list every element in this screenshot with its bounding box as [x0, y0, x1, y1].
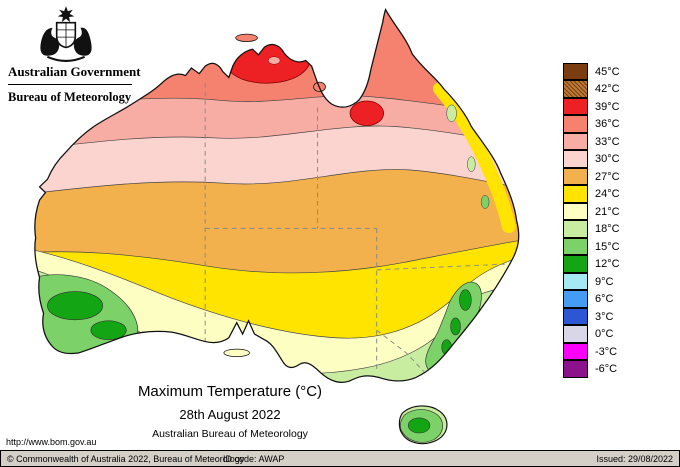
legend-row: -6°C: [563, 360, 620, 379]
legend-row: 39°C: [563, 97, 620, 116]
band-18c-dot: [446, 104, 457, 123]
legend-swatch: [563, 272, 588, 290]
kangaroo-icon: [40, 27, 60, 56]
island-melville: [235, 33, 258, 42]
band-12c-blob: [459, 289, 472, 311]
legend: 45°C 42°C 39°C 36°C 33°C 30°C 27°C: [563, 62, 620, 379]
legend-row: 27°C: [563, 167, 620, 186]
legend-label: 24°C: [595, 188, 620, 201]
legend-row: 45°C: [563, 62, 620, 81]
legend-label: 0°C: [595, 328, 614, 341]
legend-label: -6°C: [595, 363, 618, 376]
legend-label: 3°C: [595, 310, 614, 323]
band-18c-dot: [467, 156, 476, 173]
band-39c-blob: [349, 100, 384, 126]
legend-swatch: [563, 80, 588, 98]
crest-shield-quarters: [56, 22, 76, 47]
header-block: Australian Government Bureau of Meteorol…: [8, 64, 158, 105]
legend-row: 12°C: [563, 255, 620, 274]
legend-label: 6°C: [595, 293, 614, 306]
band-39c-blob: [334, 57, 349, 68]
legend-label: 18°C: [595, 223, 620, 236]
legend-label: 21°C: [595, 205, 620, 218]
legend-swatch: [563, 97, 588, 115]
legend-row: 0°C: [563, 325, 620, 344]
legend-swatch: [563, 360, 588, 378]
legend-label: 45°C: [595, 65, 620, 78]
legend-swatch: [563, 220, 588, 238]
legend-row: 9°C: [563, 272, 620, 291]
legend-swatch: [563, 150, 588, 168]
map-date: 28th August 2022: [179, 407, 281, 422]
legend-row: 3°C: [563, 307, 620, 326]
map-titles: Maximum Temperature (°C) 28th August 202…: [105, 383, 355, 440]
state-borders: [204, 83, 505, 373]
footer-issued: Issued: 29/08/2022: [596, 453, 673, 464]
legend-label: 9°C: [595, 275, 614, 288]
footer-copyright: © Commonwealth of Australia 2022, Bureau…: [7, 453, 245, 464]
band-12c-blob: [47, 291, 104, 321]
band-33c-dot: [268, 56, 281, 65]
legend-row: 15°C: [563, 237, 620, 256]
legend-swatch: [563, 167, 588, 185]
band-12c-blob: [90, 320, 127, 340]
band-12c-blob: [450, 317, 461, 336]
legend-swatch: [563, 237, 588, 255]
legend-row: 18°C: [563, 220, 620, 239]
legend-swatch: [563, 132, 588, 150]
legend-label: 30°C: [595, 153, 620, 166]
footer-bar: © Commonwealth of Australia 2022, Bureau…: [0, 450, 680, 467]
legend-label: 33°C: [595, 135, 620, 148]
legend-label: -3°C: [595, 345, 618, 358]
island-kangaroo: [223, 348, 250, 358]
legend-label: 12°C: [595, 258, 620, 271]
legend-swatch: [563, 325, 588, 343]
band-12c-tasmania: [407, 417, 431, 434]
legend-label: 15°C: [595, 240, 620, 253]
australia-temperature-map: [34, 7, 520, 445]
band-39c-blob: [287, 20, 324, 41]
legend-swatch: [563, 255, 588, 273]
legend-swatch: [563, 185, 588, 203]
legend-label: 27°C: [595, 170, 620, 183]
legend-row: 30°C: [563, 150, 620, 169]
legend-row: 33°C: [563, 132, 620, 151]
legend-swatch: [563, 290, 588, 308]
legend-swatch: [563, 307, 588, 325]
header-divider: [8, 84, 132, 85]
legend-swatch: [563, 202, 588, 220]
legend-label: 39°C: [595, 100, 620, 113]
legend-row: 36°C: [563, 115, 620, 134]
legend-swatch: [563, 342, 588, 360]
legend-row: 6°C: [563, 290, 620, 309]
crest-scroll-icon: [46, 55, 86, 62]
band-15c-dot: [480, 195, 490, 209]
bom-url-link[interactable]: http://www.bom.gov.au: [6, 437, 97, 447]
map-organisation: Australian Bureau of Meteorology: [152, 428, 308, 440]
legend-row: 21°C: [563, 202, 620, 221]
legend-label: 36°C: [595, 118, 620, 131]
bureau-title: Bureau of Meteorology: [8, 90, 132, 104]
legend-row: 42°C: [563, 80, 620, 99]
band-33c-dot: [249, 41, 264, 50]
mainland-outline: [34, 7, 520, 383]
legend-row: 24°C: [563, 185, 620, 204]
map-title: Maximum Temperature (°C): [137, 383, 323, 400]
footer-id-code: ID code: AWAP: [223, 453, 285, 464]
emu-icon: [73, 27, 92, 56]
tasmania-outline: [398, 405, 448, 445]
crest-star-icon: [57, 6, 75, 23]
legend-row: -3°C: [563, 342, 620, 361]
government-title: Australian Government: [8, 64, 141, 79]
legend-swatch: [563, 62, 588, 80]
legend-swatch: [563, 115, 588, 133]
coat-of-arms: [40, 6, 92, 62]
legend-label: 42°C: [595, 83, 620, 96]
